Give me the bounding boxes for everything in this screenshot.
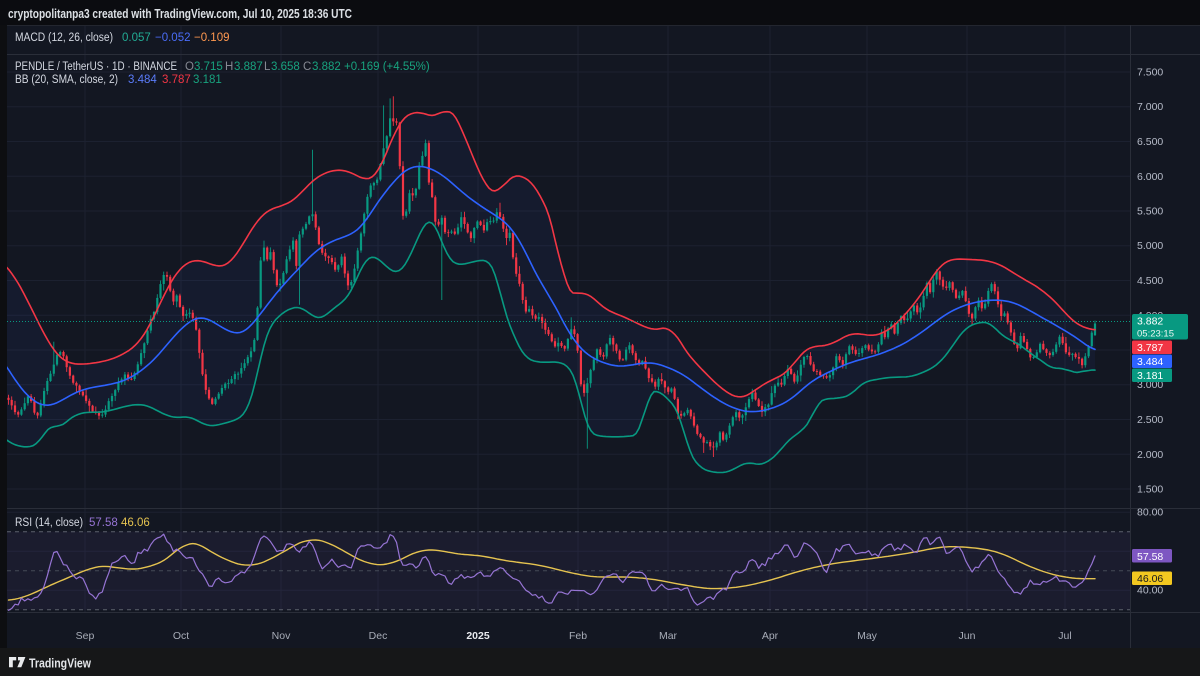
svg-text:57.58: 57.58 [1137,551,1163,563]
svg-text:0.057: 0.057 [122,32,151,44]
svg-text:3.882: 3.882 [312,61,341,73]
svg-text:6.500: 6.500 [1137,136,1163,148]
svg-text:H: H [225,61,233,73]
svg-text:4.500: 4.500 [1137,275,1163,287]
svg-text:−0.052: −0.052 [155,32,191,44]
svg-text:2025: 2025 [466,630,490,642]
svg-text:Sep: Sep [76,630,95,642]
svg-text:3.787: 3.787 [1137,342,1163,354]
svg-text:46.06: 46.06 [1137,573,1163,585]
svg-text:3.484: 3.484 [1137,356,1163,368]
svg-text:3.181: 3.181 [1137,370,1163,382]
svg-text:O: O [185,61,194,73]
svg-text:3.715: 3.715 [194,61,223,73]
svg-text:MACD (12, 26, close): MACD (12, 26, close) [15,32,113,44]
svg-text:2.000: 2.000 [1137,449,1163,461]
svg-text:+0.169 (+4.55%): +0.169 (+4.55%) [344,61,430,73]
svg-text:PENDLE / TetherUS · 1D · BINAN: PENDLE / TetherUS · 1D · BINANCE [15,61,177,73]
svg-text:Jul: Jul [1058,630,1071,642]
svg-text:7.500: 7.500 [1137,67,1163,79]
svg-text:6.000: 6.000 [1137,171,1163,183]
svg-text:RSI (14, close): RSI (14, close) [15,517,83,529]
svg-text:2.500: 2.500 [1137,414,1163,426]
svg-text:3.484: 3.484 [128,74,157,86]
svg-text:5.500: 5.500 [1137,206,1163,218]
svg-text:Mar: Mar [659,630,678,642]
svg-text:Feb: Feb [569,630,587,642]
svg-text:46.06: 46.06 [121,517,150,529]
svg-text:TradingView: TradingView [29,657,91,671]
svg-text:05:23:15: 05:23:15 [1137,329,1174,340]
svg-text:3.887: 3.887 [234,61,263,73]
svg-text:3.000: 3.000 [1137,379,1163,391]
svg-text:L: L [264,61,271,73]
svg-text:Dec: Dec [369,630,388,642]
svg-text:Nov: Nov [272,630,291,642]
svg-text:Jun: Jun [959,630,976,642]
svg-text:1.500: 1.500 [1137,484,1163,496]
svg-text:40.00: 40.00 [1137,585,1163,597]
svg-text:57.58: 57.58 [89,517,118,529]
svg-text:3.882: 3.882 [1137,316,1163,328]
svg-text:cryptopolitanpa3 created with: cryptopolitanpa3 created with TradingVie… [8,7,352,21]
svg-text:5.000: 5.000 [1137,240,1163,252]
svg-text:−0.109: −0.109 [194,32,230,44]
svg-text:80.00: 80.00 [1137,507,1163,519]
svg-text:3.658: 3.658 [271,61,300,73]
svg-text:May: May [857,630,878,642]
svg-text:3.787: 3.787 [162,74,191,86]
svg-text:BB (20, SMA, close, 2): BB (20, SMA, close, 2) [15,74,118,86]
svg-text:3.181: 3.181 [193,74,222,86]
svg-text:C: C [303,61,311,73]
svg-text:7.000: 7.000 [1137,101,1163,113]
svg-text:Apr: Apr [762,630,779,642]
svg-text:Oct: Oct [173,630,189,642]
